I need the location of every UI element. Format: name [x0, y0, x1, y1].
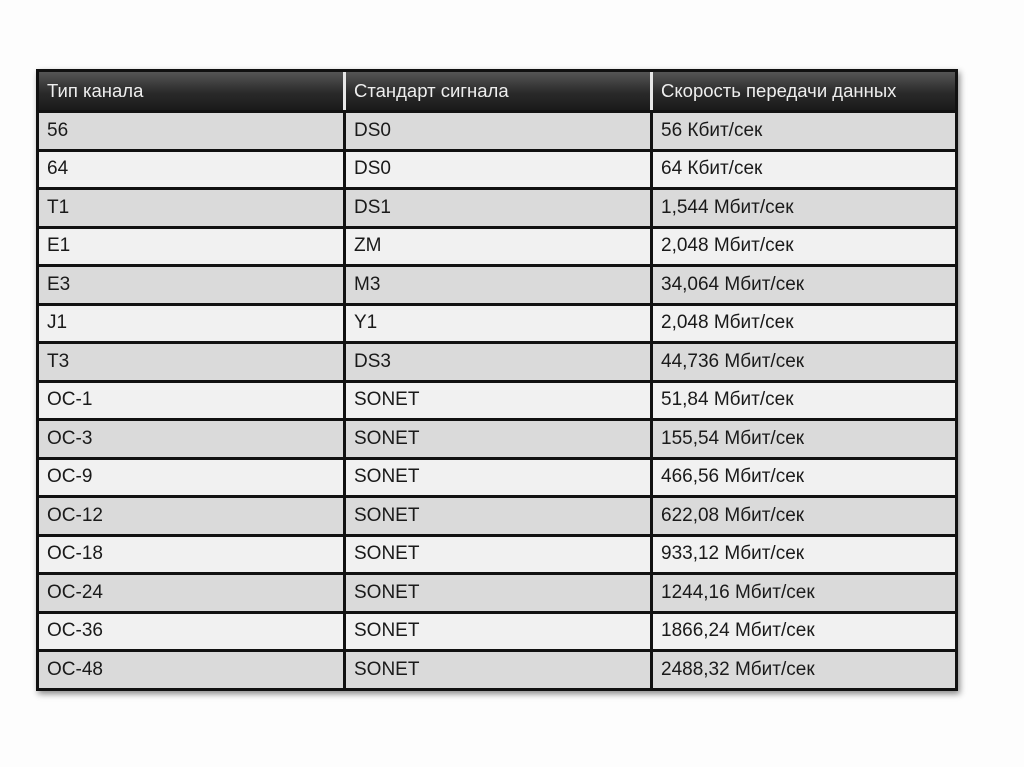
- cell-channel-type: T1: [39, 190, 346, 226]
- cell-signal-standard: SONET: [346, 536, 653, 572]
- cell-data-rate: 44,736 Мбит/сек: [653, 344, 955, 380]
- cell-signal-standard: SONET: [346, 459, 653, 495]
- channel-table: Тип канала Стандарт сигнала Скорость пер…: [36, 69, 958, 691]
- cell-data-rate: 51,84 Мбит/сек: [653, 382, 955, 418]
- cell-data-rate: 466,56 Мбит/сек: [653, 459, 955, 495]
- cell-data-rate: 1866,24 Мбит/сек: [653, 613, 955, 649]
- cell-data-rate: 2488,32 Мбит/сек: [653, 652, 955, 688]
- table-row: OC-3 SONET 155,54 Мбит/сек: [39, 418, 955, 457]
- cell-signal-standard: SONET: [346, 652, 653, 688]
- cell-signal-standard: Y1: [346, 305, 653, 341]
- table-row: OC-24 SONET 1244,16 Мбит/сек: [39, 572, 955, 611]
- cell-data-rate: 1,544 Мбит/сек: [653, 190, 955, 226]
- cell-signal-standard: DS0: [346, 151, 653, 187]
- cell-data-rate: 155,54 Мбит/сек: [653, 421, 955, 457]
- cell-signal-standard: SONET: [346, 613, 653, 649]
- table-row: OC-18 SONET 933,12 Мбит/сек: [39, 533, 955, 572]
- table-row: 56 DS0 56 Кбит/сек: [39, 110, 955, 149]
- cell-channel-type: 64: [39, 151, 346, 187]
- cell-channel-type: E3: [39, 267, 346, 303]
- cell-channel-type: E1: [39, 228, 346, 264]
- table-header: Тип канала Стандарт сигнала Скорость пер…: [39, 72, 955, 110]
- cell-data-rate: 56 Кбит/сек: [653, 113, 955, 149]
- cell-data-rate: 34,064 Мбит/сек: [653, 267, 955, 303]
- cell-signal-standard: M3: [346, 267, 653, 303]
- cell-signal-standard: DS3: [346, 344, 653, 380]
- header-data-rate: Скорость передачи данных: [661, 80, 897, 101]
- cell-channel-type: T3: [39, 344, 346, 380]
- cell-data-rate: 933,12 Мбит/сек: [653, 536, 955, 572]
- table-row: OC-48 SONET 2488,32 Мбит/сек: [39, 649, 955, 688]
- cell-channel-type: OC-3: [39, 421, 346, 457]
- cell-signal-standard: SONET: [346, 498, 653, 534]
- cell-data-rate: 1244,16 Мбит/сек: [653, 575, 955, 611]
- header-signal-standard: Стандарт сигнала: [346, 72, 653, 110]
- table-row: T1 DS1 1,544 Мбит/сек: [39, 187, 955, 226]
- table-row: OC-12 SONET 622,08 Мбит/сек: [39, 495, 955, 534]
- cell-channel-type: 56: [39, 113, 346, 149]
- cell-channel-type: OC-9: [39, 459, 346, 495]
- cell-signal-standard: SONET: [346, 382, 653, 418]
- cell-data-rate: 2,048 Мбит/сек: [653, 228, 955, 264]
- table-row: OC-36 SONET 1866,24 Мбит/сек: [39, 610, 955, 649]
- cell-data-rate: 622,08 Мбит/сек: [653, 498, 955, 534]
- cell-signal-standard: SONET: [346, 421, 653, 457]
- cell-channel-type: OC-12: [39, 498, 346, 534]
- cell-data-rate: 2,048 Мбит/сек: [653, 305, 955, 341]
- cell-channel-type: OC-1: [39, 382, 346, 418]
- cell-channel-type: J1: [39, 305, 346, 341]
- cell-channel-type: OC-48: [39, 652, 346, 688]
- table-row: J1 Y1 2,048 Мбит/сек: [39, 302, 955, 341]
- table-row: 64 DS0 64 Кбит/сек: [39, 148, 955, 187]
- cell-channel-type: OC-36: [39, 613, 346, 649]
- table-row: E3 M3 34,064 Мбит/сек: [39, 264, 955, 303]
- cell-channel-type: OC-24: [39, 575, 346, 611]
- cell-signal-standard: SONET: [346, 575, 653, 611]
- table-row: T3 DS3 44,736 Мбит/сек: [39, 341, 955, 380]
- header-channel-type: Тип канала: [39, 72, 346, 110]
- table-row: E1 ZM 2,048 Мбит/сек: [39, 225, 955, 264]
- table-row: OC-1 SONET 51,84 Мбит/сек: [39, 379, 955, 418]
- table-row: OC-9 SONET 466,56 Мбит/сек: [39, 456, 955, 495]
- cell-signal-standard: ZM: [346, 228, 653, 264]
- cell-signal-standard: DS1: [346, 190, 653, 226]
- cell-data-rate: 64 Кбит/сек: [653, 151, 955, 187]
- cell-signal-standard: DS0: [346, 113, 653, 149]
- cell-channel-type: OC-18: [39, 536, 346, 572]
